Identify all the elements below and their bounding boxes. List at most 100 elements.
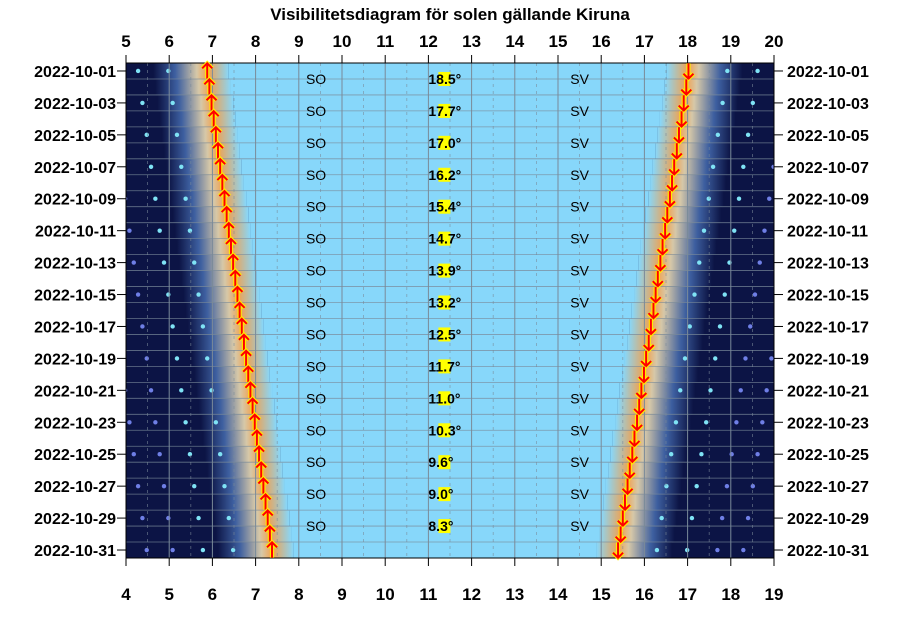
date-label-left: 2022-10-19	[34, 351, 116, 368]
date-label-left: 2022-10-31	[34, 543, 116, 560]
sunrise-arrow	[202, 76, 216, 95]
bottom-tick-label: 19	[765, 585, 784, 604]
dawn-band	[211, 494, 267, 511]
twilight-dot	[748, 324, 753, 329]
date-label-left: 2022-10-29	[34, 511, 116, 528]
arrow-head	[631, 424, 643, 432]
sunrise-direction: SO	[306, 71, 326, 87]
sunrise-arrow	[252, 443, 266, 462]
date-label-left: 2022-10-13	[34, 256, 116, 273]
day-band	[274, 398, 618, 415]
date-label-right: 2022-10-15	[787, 288, 869, 305]
dawn-band	[213, 510, 269, 527]
top-tick-label: 19	[721, 32, 740, 51]
sunrise-direction: SO	[306, 390, 326, 406]
dusk-band	[662, 238, 717, 256]
date-label-right: 2022-10-13	[787, 256, 869, 273]
arrow-head	[251, 429, 263, 437]
sunset-direction: SV	[570, 454, 589, 470]
twilight-dot	[230, 547, 236, 553]
noon-elevation: 8.3°	[428, 518, 453, 534]
dawn-band	[170, 190, 225, 208]
twilight-dot	[668, 452, 674, 457]
arrow-head	[203, 77, 216, 85]
dusk-band	[666, 206, 722, 224]
arrow-head	[233, 301, 246, 309]
twilight-dot	[736, 196, 742, 201]
arrow-head	[244, 381, 257, 389]
arrow-head	[647, 312, 660, 320]
arrow-head	[253, 445, 265, 453]
sunrise-arrow	[243, 379, 257, 399]
noon-highlight	[438, 391, 451, 406]
sunset-arrow	[665, 175, 679, 194]
noon-highlight	[438, 327, 451, 342]
arrow-head	[619, 504, 631, 512]
dusk-band	[664, 222, 720, 240]
arrow-head	[671, 152, 683, 160]
twilight-dot	[720, 100, 725, 106]
dawn-band	[192, 350, 247, 367]
twilight-dot	[659, 515, 664, 521]
dusk-band	[624, 494, 679, 511]
arrow-head	[659, 232, 671, 240]
arrow-head	[255, 461, 267, 469]
twilight-dot	[664, 483, 669, 489]
sunset-arrow	[653, 254, 667, 274]
sunset-arrow	[632, 398, 646, 417]
dusk-band	[622, 510, 677, 527]
sunset-arrow	[623, 462, 637, 481]
arrow-head	[210, 125, 222, 133]
arrow-head	[205, 93, 218, 101]
dawn-band	[196, 382, 251, 399]
sunset-arrow	[677, 95, 691, 114]
dawn-band	[179, 254, 234, 272]
dusk-band	[633, 430, 689, 447]
day-band	[254, 254, 639, 272]
date-label-left: 2022-10-11	[35, 224, 116, 241]
sunrise-arrow	[246, 395, 260, 414]
day-band	[287, 494, 604, 511]
dawn-band	[207, 462, 262, 479]
day-band	[230, 78, 665, 96]
arrow-head	[259, 493, 272, 501]
sunrise-arrow	[222, 220, 236, 239]
day-band	[278, 430, 613, 447]
sunrise-direction: SO	[306, 167, 326, 183]
day-band	[256, 270, 637, 288]
dusk-band	[687, 63, 743, 80]
arrow-head	[675, 120, 688, 128]
arrow-head	[633, 408, 645, 416]
dusk-band	[678, 126, 733, 144]
twilight-dot	[179, 388, 184, 393]
sunset-direction: SV	[570, 358, 589, 374]
twilight-dot	[135, 483, 141, 489]
sunrise-arrow	[215, 172, 229, 191]
arrow-head	[249, 413, 261, 421]
arrow-head	[264, 524, 276, 533]
top-tick-label: 8	[251, 32, 260, 51]
sunrise-arrow	[248, 411, 262, 430]
twilight-dot	[706, 196, 711, 201]
dawn-band	[200, 414, 256, 431]
twilight-dot	[741, 547, 746, 553]
twilight-dot	[140, 515, 145, 521]
sunrise-arrow	[241, 363, 255, 383]
day-band	[267, 350, 625, 367]
sunrise-arrow	[250, 427, 264, 446]
sunset-arrow	[614, 526, 628, 545]
arrow-head	[246, 397, 259, 405]
date-label-right: 2022-10-29	[787, 511, 869, 528]
bottom-tick-label: 15	[592, 585, 611, 604]
sunrise-direction: SO	[306, 263, 326, 279]
arrow-head	[680, 88, 693, 97]
dawn-band	[166, 158, 221, 176]
twilight-dot	[127, 228, 132, 233]
arrow-head	[212, 141, 224, 149]
twilight-dot	[750, 100, 756, 106]
arrow-head	[229, 269, 242, 277]
sunset-arrow	[670, 143, 684, 162]
sunrise-arrow	[261, 507, 275, 526]
date-label-right: 2022-10-27	[787, 479, 869, 496]
sunrise-arrow	[254, 459, 268, 478]
